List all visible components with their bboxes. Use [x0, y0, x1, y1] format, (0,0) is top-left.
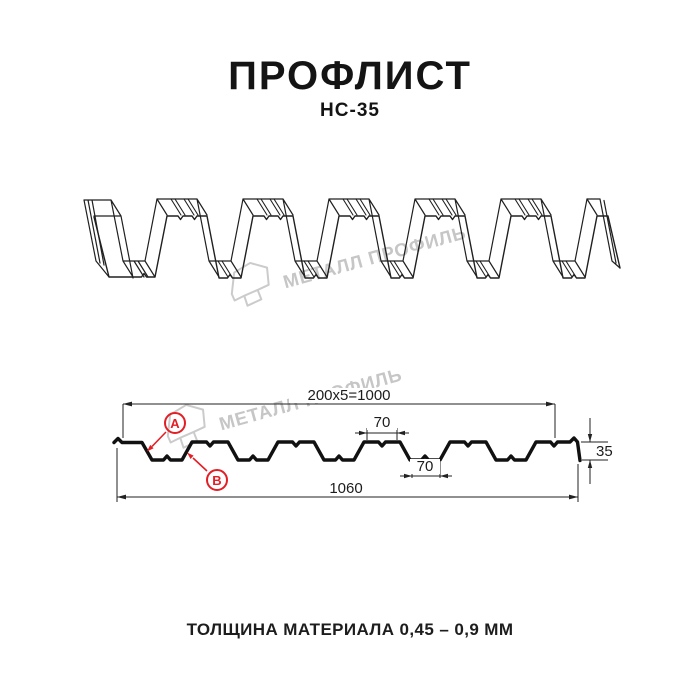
dim-rib-top-width: 70	[367, 415, 397, 430]
callout-arrows	[147, 431, 208, 472]
cross-section-view	[112, 401, 608, 502]
sheet-near-edge	[93, 215, 621, 279]
dim-profile-height: 35	[596, 444, 626, 459]
callout-a-badge: A	[164, 412, 186, 434]
material-thickness-note: ТОЛЩИНА МАТЕРИАЛА 0,45 – 0,9 ММ	[186, 620, 514, 639]
stiffening-groove-lines	[170, 198, 577, 278]
page-title: ПРОФЛИСТ	[228, 54, 472, 98]
rib-far-edges	[156, 198, 588, 278]
dim-rib-bottom-width: 70	[410, 459, 440, 474]
profile-3d-view	[83, 198, 621, 279]
callout-b-letter: B	[212, 472, 222, 488]
callout-a-letter: A	[170, 415, 180, 431]
sheet-left-edge	[83, 198, 158, 279]
dim-pitch-total: 200x5=1000	[289, 388, 409, 403]
dim-overall-width: 1060	[316, 481, 376, 496]
dimension-arrowheads	[117, 401, 593, 500]
cross-section-profile	[112, 436, 582, 463]
callout-b-badge: B	[206, 469, 228, 491]
profile-model-subtitle: НС-35	[320, 100, 380, 121]
sheet-right-edge	[586, 198, 621, 269]
